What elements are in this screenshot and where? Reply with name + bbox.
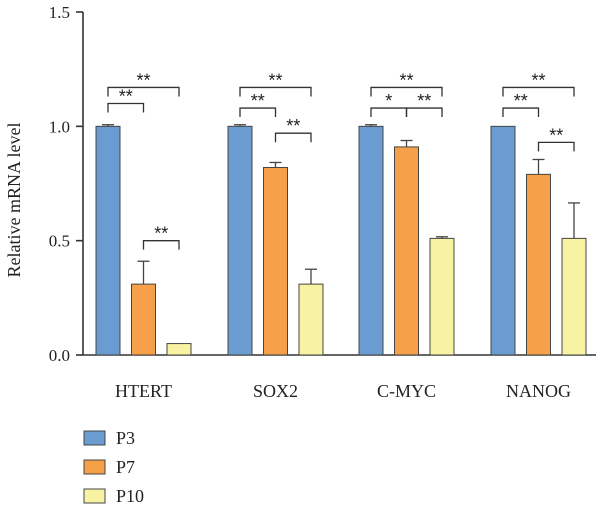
- bar-p7-c-myc: [394, 146, 419, 356]
- bar-p7-htert: [131, 283, 156, 356]
- bar-p7-sox2: [263, 166, 288, 356]
- bars: [95, 125, 587, 356]
- legend-item-p10: P10: [83, 486, 144, 506]
- significance-label: **: [417, 91, 431, 111]
- significance-bracket: **: [502, 70, 575, 97]
- bar-p3-c-myc: [358, 125, 384, 356]
- bar-p10-c-myc: [429, 237, 455, 356]
- legend-label: P10: [116, 486, 144, 506]
- bar-p10-nanog: [561, 237, 587, 356]
- error-bar: [400, 139, 413, 147]
- error-bar: [269, 161, 282, 168]
- legend-swatch: [83, 459, 106, 475]
- error-bar: [137, 260, 150, 285]
- legend-item-p3: P3: [83, 428, 135, 448]
- significance-label: **: [531, 70, 545, 90]
- significance-bracket: **: [239, 70, 312, 97]
- significance-label: **: [136, 70, 150, 90]
- legend-item-p7: P7: [83, 457, 135, 477]
- category-label-c-myc: C-MYC: [377, 381, 436, 401]
- bar-p3-sox2: [227, 125, 253, 356]
- error-bar: [365, 124, 377, 127]
- significance-label: **: [549, 125, 563, 145]
- significance-bracket: **: [107, 86, 145, 113]
- significance-bracket: **: [370, 70, 443, 97]
- error-bars: [102, 124, 580, 285]
- category-label-sox2: SOX2: [253, 381, 298, 401]
- significance-label: **: [268, 70, 282, 90]
- legend-label: P3: [116, 428, 135, 448]
- y-tick-label: 1.0: [49, 117, 70, 136]
- significance-label: **: [514, 91, 528, 111]
- error-bar: [568, 202, 580, 239]
- error-bar: [102, 124, 114, 127]
- error-bar: [532, 158, 545, 175]
- significance-bracket: **: [405, 91, 443, 118]
- significance-bracket: **: [142, 224, 180, 250]
- legend: P3 P7 P10: [83, 428, 144, 506]
- significance-bracket: *: [370, 91, 408, 118]
- error-bar: [234, 124, 246, 127]
- significance-bracket: **: [274, 116, 312, 143]
- significance-bracket: **: [537, 125, 575, 152]
- y-tick-label: 0.5: [49, 232, 70, 251]
- legend-swatch: [83, 488, 106, 504]
- bar-p10-sox2: [298, 283, 324, 356]
- significance-bracket: **: [502, 91, 540, 118]
- y-tick-label: 1.5: [49, 3, 70, 22]
- error-bar: [305, 268, 317, 285]
- legend-swatch: [83, 430, 106, 446]
- significance-label: **: [286, 116, 300, 136]
- significance-bracket: **: [239, 91, 277, 118]
- bar-p3-htert: [95, 125, 121, 356]
- y-ticks: 0.0 0.5 1.0 1.5: [49, 3, 83, 365]
- y-axis-title: Relative mRNA level: [4, 123, 24, 278]
- y-tick-label: 0.0: [49, 346, 70, 365]
- category-label-htert: HTERT: [115, 381, 172, 401]
- significance-brackets: *************** ********: [107, 70, 575, 250]
- significance-label: **: [251, 91, 265, 111]
- significance-label: **: [119, 86, 133, 106]
- significance-label: **: [154, 224, 168, 244]
- significance-label: *: [385, 91, 392, 111]
- significance-label: **: [399, 70, 413, 90]
- error-bar: [436, 236, 448, 239]
- significance-bracket: **: [107, 70, 180, 97]
- category-label-nanog: NANOG: [506, 381, 571, 401]
- bar-p10-htert: [166, 343, 192, 356]
- bar-p3-nanog: [490, 125, 516, 356]
- category-labels: HTERT SOX2 C-MYC NANOG: [115, 381, 571, 401]
- bar-p7-nanog: [526, 173, 551, 356]
- legend-label: P7: [116, 457, 135, 477]
